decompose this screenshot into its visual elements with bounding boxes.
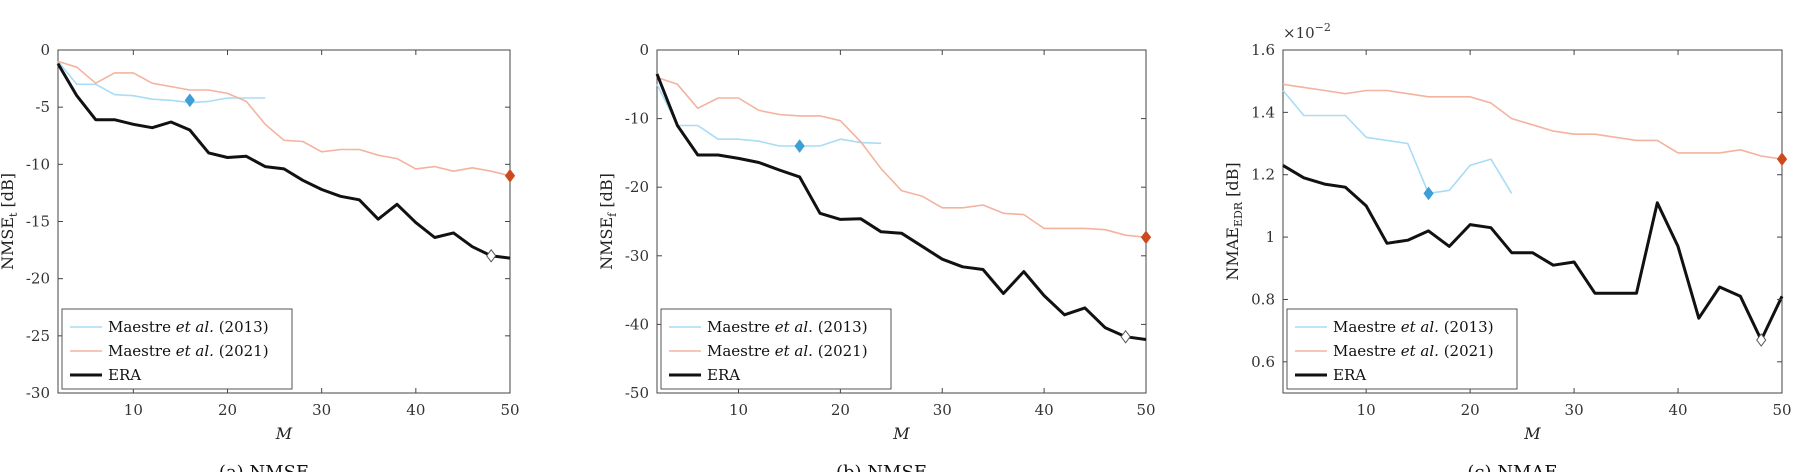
panel-a-legend-label-maestre-2021: Maestre et al. (2021) xyxy=(108,342,269,360)
panel-a-x-tick-label: 50 xyxy=(500,401,519,419)
panel-c-plot-area xyxy=(1282,83,1788,347)
panel-b-y-tick-label: 0 xyxy=(639,41,649,59)
panel-a-y-tick-label: -25 xyxy=(26,327,50,345)
panel-b-marker-era xyxy=(1120,329,1131,344)
panel-c-y-tick-label: 0.6 xyxy=(1251,353,1275,371)
panel-a-x-tick-label: 10 xyxy=(124,401,143,419)
panel-a-marker-era xyxy=(486,248,497,263)
panel-b-x-tick-label: 40 xyxy=(1035,401,1054,419)
panel-c-x-tick-label: 20 xyxy=(1461,401,1480,419)
panel-c-y-tick-label: 1.6 xyxy=(1251,41,1275,59)
panel-a-y-tick-label: -15 xyxy=(26,213,50,231)
panel-c-y-tick-label: 1 xyxy=(1265,228,1275,246)
panel-a-series-maestre-2021-line xyxy=(57,60,511,177)
panel-c-legend-label-maestre-2021: Maestre et al. (2021) xyxy=(1333,342,1494,360)
panel-b-x-tick-label: 20 xyxy=(831,401,850,419)
panel-b-y-tick-label: -40 xyxy=(625,315,649,333)
panel-c-y-tick-label: 0.8 xyxy=(1251,290,1275,308)
panel-a-y-axis-label: NMSEt [dB] xyxy=(0,173,20,270)
panel-a: 10 20 30 40 500-5-10-15-20-25-30 NMSEt [dB] … xyxy=(0,41,520,472)
panel-b-marker-maestre-2013 xyxy=(794,139,805,153)
panel-b-legend-label-era: ERA xyxy=(707,366,740,384)
panel-c-series-maestre-2021-line xyxy=(1282,83,1783,160)
panel-b-y-tick-label: -30 xyxy=(625,247,649,265)
panel-c-x-tick-label: 10 xyxy=(1357,401,1376,419)
panel-b-series-era-line xyxy=(655,73,1147,341)
panel-c-y-scale-factor: ×10−2 xyxy=(1283,21,1331,42)
panel-a-y-tick-label: -5 xyxy=(35,98,50,116)
panel-c-caption: (c) NMAE xyxy=(1467,462,1557,472)
panel-b-x-tick-label: 10 xyxy=(729,401,748,419)
panel-a-x-tick-label: 40 xyxy=(406,401,425,419)
panel-b-series-maestre-2021-line xyxy=(656,76,1147,239)
panel-a-legend-label-maestre-2013: Maestre et al. (2013) xyxy=(108,318,269,336)
panel-c-ticks: 10 20 30 40 50 1.6 1.4 1.2 1 0.8 0.6 xyxy=(1251,41,1791,419)
panel-b-x-tick-label: 30 xyxy=(933,401,952,419)
panel-b-caption: (b) NMSE xyxy=(836,462,927,472)
panel-b-legend-label-maestre-2013: Maestre et al. (2013) xyxy=(707,318,868,336)
panel-b-y-tick-label: -50 xyxy=(625,384,649,402)
panel-a-x-axis-label: M xyxy=(275,424,293,443)
panel-a-marker-maestre-2013 xyxy=(184,93,195,108)
panel-a-y-tick-label: -20 xyxy=(26,270,50,288)
panel-a-legend: Maestre et al. (2013) Maestre et al. (202… xyxy=(61,308,293,390)
panel-c-y-axis-label: NMAEEDR [dB] xyxy=(1223,162,1245,280)
panel-c-x-axis-label: M xyxy=(1523,424,1541,443)
panel-b-series-maestre-2013-line xyxy=(656,83,882,147)
panel-c-marker-maestre-2021 xyxy=(1776,152,1788,166)
panel-c-legend-label-era: ERA xyxy=(1333,366,1366,384)
panel-b-axes-frame xyxy=(656,49,1147,394)
panel-b-marker-maestre-2021 xyxy=(1140,230,1152,245)
panel-c-y-tick-label: 1.4 xyxy=(1251,103,1275,121)
panel-a-x-tick-label: 30 xyxy=(312,401,331,419)
panel-a-marker-maestre-2021 xyxy=(504,168,516,183)
panel-c-marker-era xyxy=(1756,333,1767,347)
panel-b-y-axis-label: NMSEf [dB] xyxy=(597,173,619,270)
panel-b-x-tick-label: 50 xyxy=(1136,401,1155,419)
panel-b-x-axis-label: M xyxy=(892,424,910,443)
panel-b-plot-area xyxy=(655,73,1152,344)
panel-c-legend: Maestre et al. (2013) Maestre et al. (202… xyxy=(1286,308,1518,390)
panel-b-y-tick-label: -10 xyxy=(625,110,649,128)
panel-a-y-tick-label: 0 xyxy=(40,41,50,59)
panel-a-plot-area xyxy=(56,60,516,263)
panel-a-ticks: 10 20 30 40 50 0 -5 -10 -15 -20 -25 -30 xyxy=(26,41,520,419)
panel-c-x-tick-label: 30 xyxy=(1565,401,1584,419)
panel-b-legend: Maestre et al. (2013) Maestre et al. (202… xyxy=(660,308,892,390)
panel-b-ticks: 10 20 30 40 50 0 -10 -20 -30 -40 -50 xyxy=(625,41,1156,419)
panel-c-series-era-line xyxy=(1282,164,1784,342)
panel-c: 10 20 30 40 501.61.41.210.80.6 NMAEEDR [dB] … xyxy=(1223,21,1792,472)
panel-b-y-tick-label: -20 xyxy=(625,178,649,196)
panel-a-legend-label-era: ERA xyxy=(108,366,141,384)
panel-c-series-maestre-2013-line xyxy=(1282,89,1513,195)
panel-a-caption: (a) NMSE xyxy=(219,462,309,472)
panel-b-legend-label-maestre-2021: Maestre et al. (2021) xyxy=(707,342,868,360)
panel-a-y-tick-label: -10 xyxy=(26,155,50,173)
panel-c-x-tick-label: 50 xyxy=(1772,401,1791,419)
panel-c-axes-frame xyxy=(1282,49,1783,394)
panel-c-marker-maestre-2013 xyxy=(1423,186,1434,201)
panel-a-x-tick-label: 20 xyxy=(218,401,237,419)
panel-c-y-tick-label: 1.2 xyxy=(1251,166,1275,184)
panel-c-x-tick-label: 40 xyxy=(1668,401,1687,419)
panel-c-legend-label-maestre-2013: Maestre et al. (2013) xyxy=(1333,318,1494,336)
panel-a-series-era-line xyxy=(56,62,511,260)
panel-a-series-maestre-2013-line xyxy=(57,60,266,104)
panel-b: 10 20 30 40 500-10-20-30-40-50 NMSEf [dB] M … xyxy=(597,41,1156,472)
panel-a-y-tick-label: -30 xyxy=(26,384,50,402)
